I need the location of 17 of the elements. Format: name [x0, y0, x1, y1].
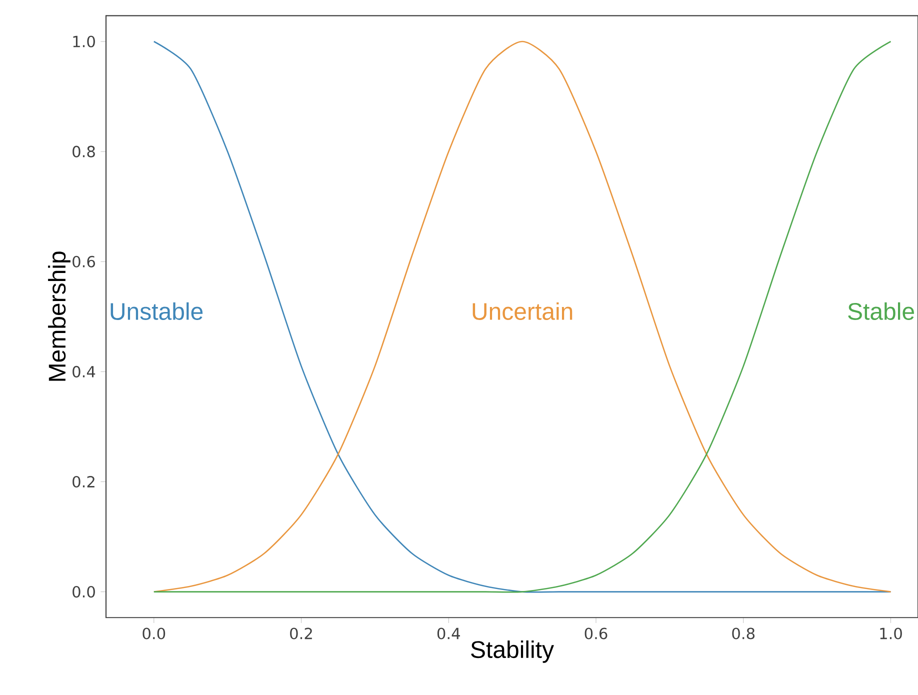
y-tick-label: 0.4: [72, 366, 96, 378]
y-tick-label: 1.0: [73, 36, 95, 48]
text: Unstable: [110, 302, 203, 320]
x-tick-label: 0.2: [290, 628, 312, 640]
text: Stable: [848, 302, 914, 320]
x-tick-label: 0.6: [584, 628, 608, 640]
y-tick-label: 0.0: [72, 586, 95, 598]
x-axis-title: Stability: [471, 640, 554, 663]
x-tick-label: 0.8: [732, 628, 755, 640]
y-tick-label: 0.2: [72, 476, 94, 488]
x-tick-label: 1.0: [880, 628, 902, 640]
x-tick-label: 0.0: [142, 628, 166, 640]
x-tick-label: 0.4: [437, 628, 460, 640]
y-tick-label: 0.6: [72, 256, 95, 268]
text: Uncertain: [472, 302, 572, 320]
y-axis-title: Membership: [48, 252, 70, 381]
y-tick-label: 0.8: [72, 146, 95, 158]
